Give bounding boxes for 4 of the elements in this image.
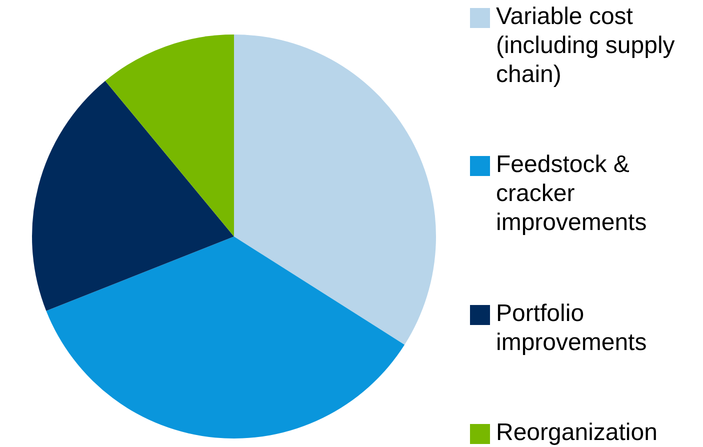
- legend-label: Feedstock & cracker improvements: [496, 150, 648, 238]
- legend-label: Variable cost (including supply chain): [496, 2, 676, 89]
- legend-label: Portfolio improvements: [496, 298, 648, 357]
- legend-label: Reorganization: [496, 418, 658, 447]
